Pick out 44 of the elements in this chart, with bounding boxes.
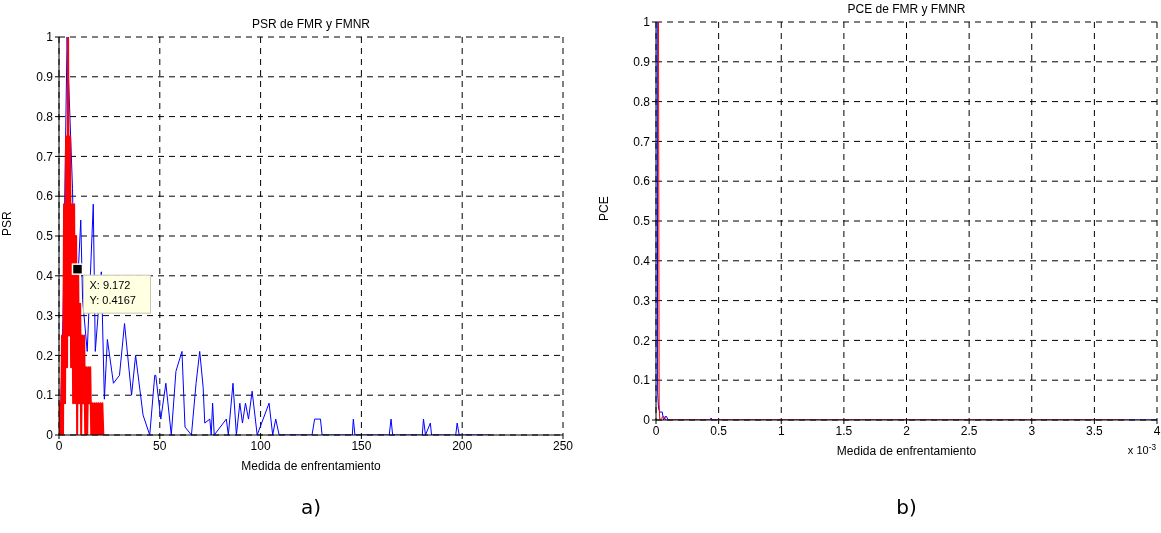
text: x 10$^{-3}$ [1127,442,1157,456]
annotation: X: 9.172 Y: 0.4167 [89,279,136,307]
y-tick-label: 0.2 [36,348,54,363]
chart-title: PSR de FMR y FMNR [251,17,371,31]
y-tick-label: 0.7 [36,149,54,164]
chart-title: PCE de FMR y FMNR [846,2,967,16]
y-tick-label: 0.5 [36,229,54,244]
x-tick-label: 200 [452,438,473,453]
y-axis-title: PCE [597,196,612,221]
y-tick-label: 0.6 [633,174,651,189]
y-tick-label: 0.8 [36,109,54,124]
y-tick-label: 0.3 [633,293,651,308]
y-tick-label: 0.5 [633,214,651,229]
x-tick-label: 4 [1153,423,1161,438]
y-tick-label: 0.9 [633,55,651,70]
x-tick-label: 1.5 [835,423,853,438]
x-axis-title: Medida de enfrentamiento [836,444,977,458]
y-axis-title: PSR [0,210,15,236]
y-tick-label: 1 [643,15,651,30]
y-tick-label: 0.3 [36,308,54,323]
y-tick-label: 0.1 [36,388,54,403]
x-tick-label: 2 [903,423,911,438]
y-tick-label: 1 [46,30,54,45]
x-tick-label: 3 [1028,423,1036,438]
y-tick-label: 0.8 [633,94,651,109]
x-axis-title: Medida de enfrentamiento [241,459,382,473]
x-tick-label: 100 [250,438,271,453]
y-tick-label: 0.4 [633,254,651,269]
x-tick-label: 150 [351,438,372,453]
x-tick-label: 3.5 [1086,423,1104,438]
x-tick-label: 1 [777,423,785,438]
text: b) [895,495,918,519]
x-tick-label: 50 [153,438,167,453]
y-tick-label: 0.7 [633,134,651,149]
text: a) [299,495,323,519]
x-tick-label: 250 [552,438,574,453]
y-tick-label: 0 [643,413,651,428]
y-tick-label: 0.6 [36,189,54,204]
y-tick-label: 0.9 [36,70,54,85]
y-tick-label: 0.2 [633,333,651,348]
y-tick-label: 0.1 [633,373,651,388]
y-tick-label: 0.4 [36,269,54,284]
x-tick-label: 2.5 [960,423,978,438]
x-tick-label: 0.5 [710,423,728,438]
